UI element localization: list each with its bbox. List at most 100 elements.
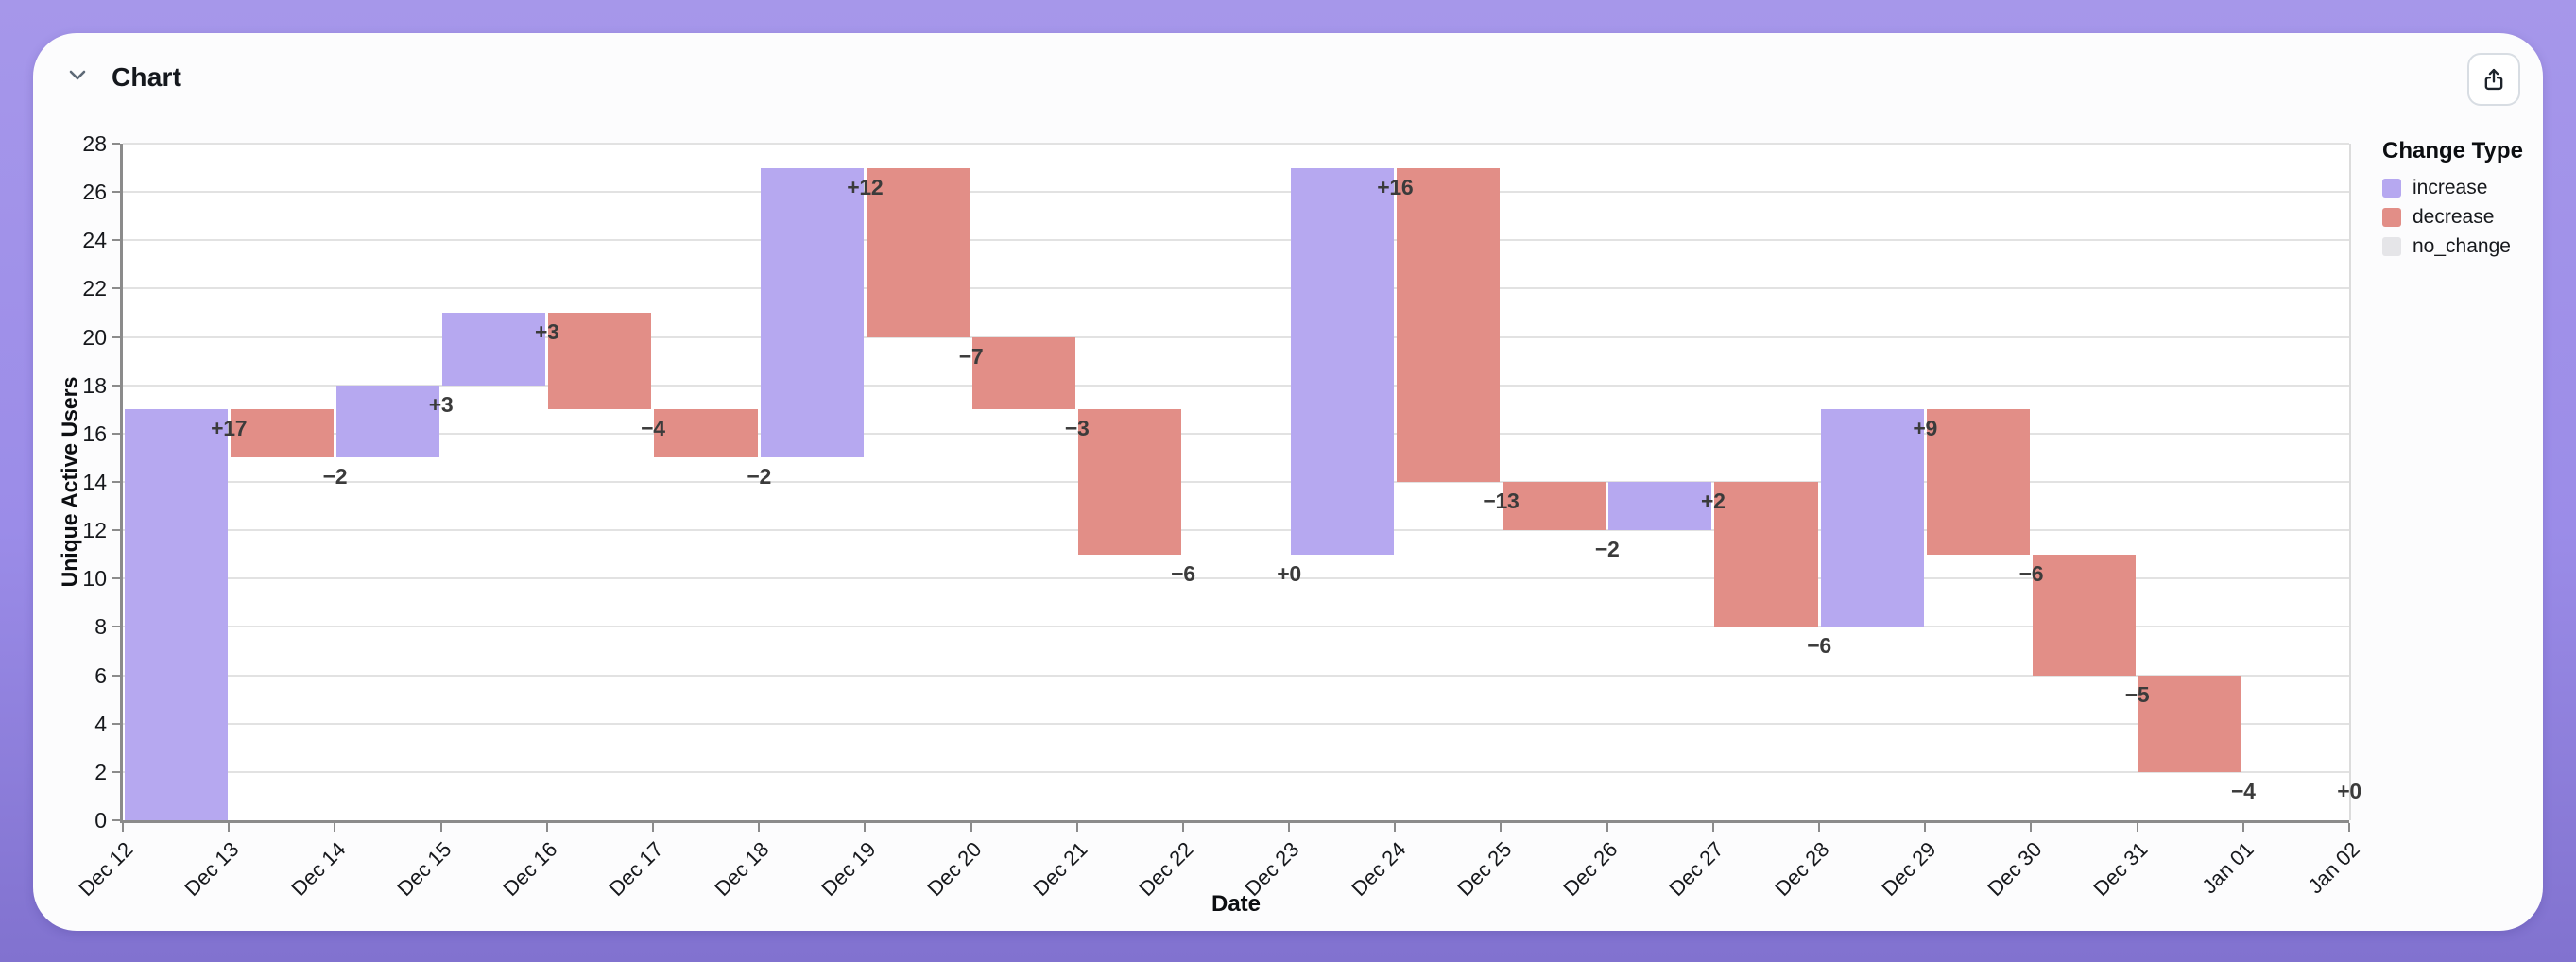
legend-item-no_change[interactable]: no_change <box>2382 235 2543 258</box>
x-tick <box>1075 823 1078 832</box>
bar-dec-17[interactable] <box>654 409 758 458</box>
x-tick <box>439 823 442 832</box>
legend-title: Change Type <box>2382 138 2523 163</box>
gridline <box>123 335 2349 338</box>
x-tick <box>758 823 761 832</box>
y-tick <box>112 143 120 145</box>
bar-value-label: −3 <box>1064 416 1090 441</box>
waterfall-chart: 0 2 4 6 8 10 12 14 16 18 20 22 24 26 28 Dec 12 Dec 13 Dec… <box>33 33 2543 931</box>
x-tick <box>2348 823 2350 832</box>
bar-dec-31[interactable] <box>2138 675 2242 772</box>
y-tick-label: 24 <box>82 228 107 253</box>
bar-value-label: −4 <box>2230 778 2256 803</box>
bar-dec-24[interactable] <box>1396 167 1500 482</box>
gridline <box>123 481 2349 483</box>
bar-value-label: −2 <box>322 464 348 490</box>
bar-value-label: −6 <box>1171 560 1195 586</box>
bar-dec-14[interactable] <box>335 385 440 458</box>
x-tick <box>1181 823 1184 832</box>
gridline <box>123 143 2349 145</box>
y-tick <box>112 481 120 483</box>
bar-value-label: +9 <box>1913 416 1938 441</box>
bar-value-label: −4 <box>641 416 665 441</box>
bar-dec-16[interactable] <box>548 313 652 410</box>
bar-dec-26[interactable] <box>1608 482 1712 531</box>
y-tick <box>112 432 120 435</box>
chart-card: Chart 0 2 4 6 8 10 12 14 16 18 20 22 24 26 28 Dec 12 Dec… <box>33 33 2543 931</box>
x-tick <box>1500 823 1503 832</box>
y-tick <box>112 770 120 773</box>
x-axis-line <box>120 820 2349 823</box>
y-tick-label: 4 <box>94 711 107 736</box>
y-tick-label: 26 <box>82 180 107 205</box>
gridline <box>123 239 2349 242</box>
bar-dec-15[interactable] <box>442 313 546 386</box>
y-tick-label: 18 <box>82 372 107 398</box>
gridline <box>123 577 2349 580</box>
bar-value-label: −5 <box>2124 681 2150 707</box>
x-tick <box>2136 823 2138 832</box>
bar-dec-19[interactable] <box>866 167 970 337</box>
gridline <box>123 674 2349 677</box>
bar-value-label: +0 <box>2337 778 2361 803</box>
bar-dec-18[interactable] <box>760 167 864 458</box>
x-tick <box>2030 823 2033 832</box>
y-tick <box>112 626 120 628</box>
bar-value-label: +16 <box>1377 174 1414 199</box>
x-tick <box>1818 823 1821 832</box>
bar-value-label: −2 <box>1594 537 1620 562</box>
x-tick <box>970 823 972 832</box>
y-tick <box>112 287 120 290</box>
legend-label: no_change <box>2413 235 2511 257</box>
legend-swatch-decrease <box>2382 208 2401 227</box>
y-tick <box>112 191 120 194</box>
bar-dec-20[interactable] <box>972 336 1076 410</box>
bar-dec-13[interactable] <box>230 409 334 458</box>
bar-value-label: −7 <box>958 343 984 369</box>
bar-value-label: −6 <box>1807 633 1831 659</box>
x-tick <box>1288 823 1291 832</box>
bar-value-label: −6 <box>2018 560 2044 586</box>
gridline <box>123 770 2349 773</box>
gridline <box>123 287 2349 290</box>
y-tick-label: 10 <box>82 566 107 592</box>
gridline <box>123 626 2349 628</box>
bar-value-label: +2 <box>1701 489 1726 513</box>
bar-dec-28[interactable] <box>1820 409 1924 627</box>
bar-dec-29[interactable] <box>1926 409 2030 555</box>
x-tick <box>1606 823 1608 832</box>
y-tick-label: 6 <box>94 662 107 688</box>
bar-value-label: +3 <box>428 391 454 417</box>
y-tick-label: 12 <box>82 518 107 543</box>
gridline <box>123 722 2349 725</box>
bar-dec-23[interactable] <box>1290 167 1394 555</box>
x-tick <box>2241 823 2244 832</box>
chevron-down-icon <box>69 70 86 80</box>
y-tick <box>112 384 120 387</box>
collapse-button[interactable] <box>60 60 95 92</box>
legend-items: increase decrease no_change <box>2382 177 2543 258</box>
legend-item-increase[interactable]: increase <box>2382 177 2543 199</box>
share-icon <box>2484 68 2503 91</box>
bar-value-label: +17 <box>211 416 248 441</box>
bar-dec-25[interactable] <box>1502 482 1606 531</box>
x-tick <box>228 823 231 832</box>
bar-dec-27[interactable] <box>1714 482 1818 627</box>
y-tick <box>112 529 120 532</box>
y-tick-label: 14 <box>82 470 107 494</box>
y-tick <box>112 335 120 338</box>
legend-swatch-increase <box>2382 179 2401 198</box>
y-tick-label: 8 <box>94 614 107 640</box>
y-tick-label: 16 <box>82 421 107 446</box>
gridline <box>123 384 2349 387</box>
bar-value-label: −2 <box>747 464 771 490</box>
y-axis-line <box>120 144 123 823</box>
bar-dec-30[interactable] <box>2032 554 2137 676</box>
bar-dec-21[interactable] <box>1078 409 1182 555</box>
legend-item-decrease[interactable]: decrease <box>2382 206 2543 229</box>
legend-label: increase <box>2413 177 2488 198</box>
bar-dec-12[interactable] <box>124 409 228 820</box>
export-button[interactable] <box>2467 53 2520 106</box>
y-tick <box>112 819 120 821</box>
y-tick-label: 28 <box>82 131 107 156</box>
